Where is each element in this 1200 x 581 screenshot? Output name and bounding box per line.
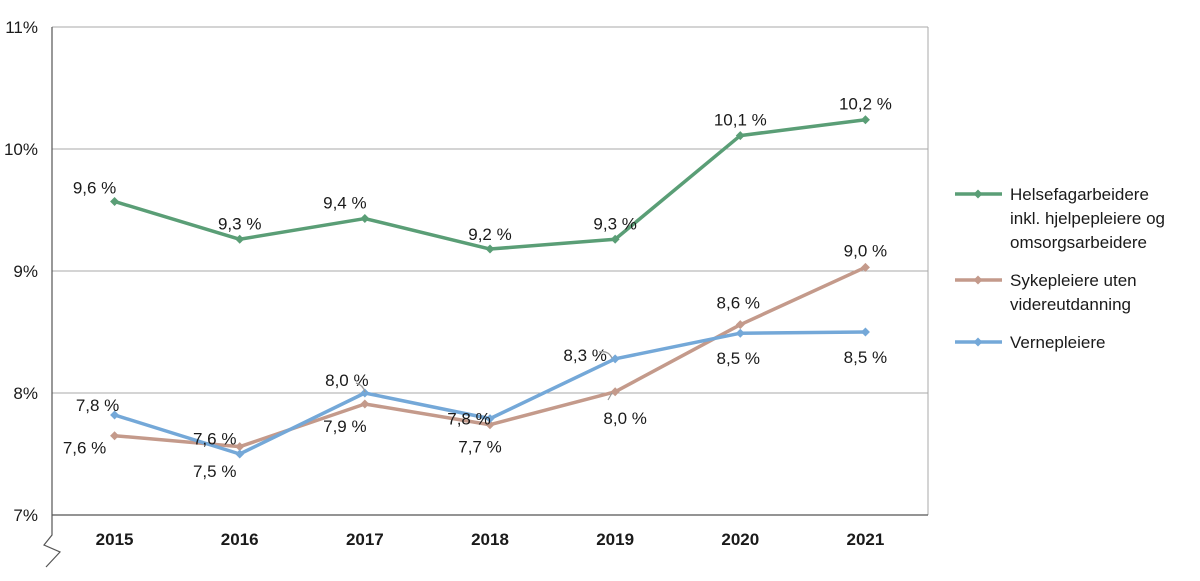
series-2-point-2018 bbox=[485, 414, 495, 424]
data-label-1-2021: 9,0 % bbox=[844, 241, 887, 260]
series-0-point-2017 bbox=[360, 214, 370, 224]
data-label-1-2015: 7,6 % bbox=[63, 439, 106, 458]
x-tick-label-2018: 2018 bbox=[471, 530, 509, 549]
data-label-1-2020: 8,6 % bbox=[717, 294, 760, 313]
legend-label-1-1: videreutdanning bbox=[1010, 295, 1131, 314]
series-2-point-2020 bbox=[735, 328, 745, 338]
series-2-point-2021 bbox=[860, 327, 870, 337]
data-label-2-2018: 7,8 % bbox=[447, 410, 490, 429]
data-label-1-2019: 8,0 % bbox=[603, 409, 646, 428]
x-tick-label-2016: 2016 bbox=[221, 530, 259, 549]
grid-lines bbox=[52, 26, 928, 394]
data-label-1-2016: 7,6 % bbox=[193, 430, 236, 449]
data-label-0-2015: 9,6 % bbox=[73, 178, 116, 197]
series-0-point-2021 bbox=[860, 115, 870, 125]
y-tick-label-9: 9% bbox=[13, 262, 38, 281]
data-label-0-2017: 9,4 % bbox=[323, 194, 366, 213]
leader-line-2019-b bbox=[607, 392, 613, 401]
x-axis-ticks: 2015 2016 2017 2018 2019 2020 2021 bbox=[96, 530, 885, 549]
series-2-point-2015 bbox=[110, 410, 120, 420]
legend-label-2-0: Vernepleiere bbox=[1010, 333, 1105, 352]
series-1-point-2018 bbox=[485, 420, 495, 430]
x-tick-label-2019: 2019 bbox=[596, 530, 634, 549]
x-tick-label-2017: 2017 bbox=[346, 530, 384, 549]
axis-break-mark bbox=[43, 515, 62, 568]
y-axis-ticks: 7% 8% 9% 10% 11% bbox=[4, 18, 38, 525]
legend-marker-0 bbox=[973, 189, 983, 199]
legend: Helsefagarbeidere inkl. hjelpepleiere og o… bbox=[955, 185, 1165, 352]
data-label-0-2019: 9,3 % bbox=[593, 214, 636, 233]
y-tick-label-8: 8% bbox=[13, 384, 38, 403]
legend-marker-2 bbox=[973, 337, 983, 347]
legend-label-0-2: omsorgsarbeidere bbox=[1010, 233, 1147, 252]
data-label-1-2017: 7,9 % bbox=[323, 417, 366, 436]
leader-line-2017 bbox=[355, 382, 366, 393]
series-1-point-2015 bbox=[110, 431, 120, 441]
axes bbox=[43, 26, 929, 568]
x-tick-label-2015: 2015 bbox=[96, 530, 134, 549]
series-2-point-2016 bbox=[235, 449, 245, 459]
legend-label-0-0: Helsefagarbeidere bbox=[1010, 185, 1149, 204]
series-2-point-2019 bbox=[610, 354, 620, 364]
series-1-point-2016 bbox=[235, 442, 245, 452]
data-label-0-2018: 9,2 % bbox=[468, 225, 511, 244]
data-labels: 9,6 % 9,3 % 9,4 % 9,2 % 9,3 % 10,1 % 10,2 % 7,6… bbox=[63, 95, 892, 481]
data-label-2-2015: 7,8 % bbox=[76, 396, 119, 415]
series-1-point-2017 bbox=[360, 399, 370, 409]
x-tick-label-2020: 2020 bbox=[721, 530, 759, 549]
series-0-point-2019 bbox=[610, 234, 620, 244]
data-label-0-2020: 10,1 % bbox=[714, 111, 767, 130]
data-label-0-2016: 9,3 % bbox=[218, 214, 261, 233]
y-tick-label-11: 11% bbox=[5, 18, 38, 37]
data-label-0-2021: 10,2 % bbox=[839, 95, 892, 114]
legend-marker-1 bbox=[973, 275, 983, 285]
leader-line-2019-a bbox=[598, 351, 613, 359]
legend-label-0-1: inkl. hjelpepleiere og bbox=[1010, 209, 1165, 228]
series-1-point-2019 bbox=[610, 387, 620, 397]
series-0-point-2020 bbox=[735, 131, 745, 141]
series-1-point-2021 bbox=[860, 262, 870, 272]
series-2-point-2017 bbox=[360, 388, 370, 398]
data-label-2-2017: 8,0 % bbox=[325, 371, 368, 390]
y-tick-label-10: 10% bbox=[4, 140, 38, 159]
x-tick-label-2021: 2021 bbox=[847, 530, 885, 549]
data-label-2-2021: 8,5 % bbox=[844, 348, 887, 367]
data-label-1-2018: 7,7 % bbox=[458, 438, 501, 457]
series-1-point-2020 bbox=[735, 320, 745, 330]
series-lines bbox=[110, 115, 870, 459]
y-tick-label-7: 7% bbox=[13, 506, 38, 525]
series-0-point-2016 bbox=[235, 234, 245, 244]
data-label-2-2016: 7,5 % bbox=[193, 462, 236, 481]
data-label-2-2019: 8,3 % bbox=[563, 346, 606, 365]
series-0-point-2018 bbox=[485, 244, 495, 254]
legend-label-1-0: Sykepleiere uten bbox=[1010, 271, 1137, 290]
series-0-point-2015 bbox=[110, 196, 120, 206]
data-label-2-2020: 8,5 % bbox=[717, 349, 760, 368]
